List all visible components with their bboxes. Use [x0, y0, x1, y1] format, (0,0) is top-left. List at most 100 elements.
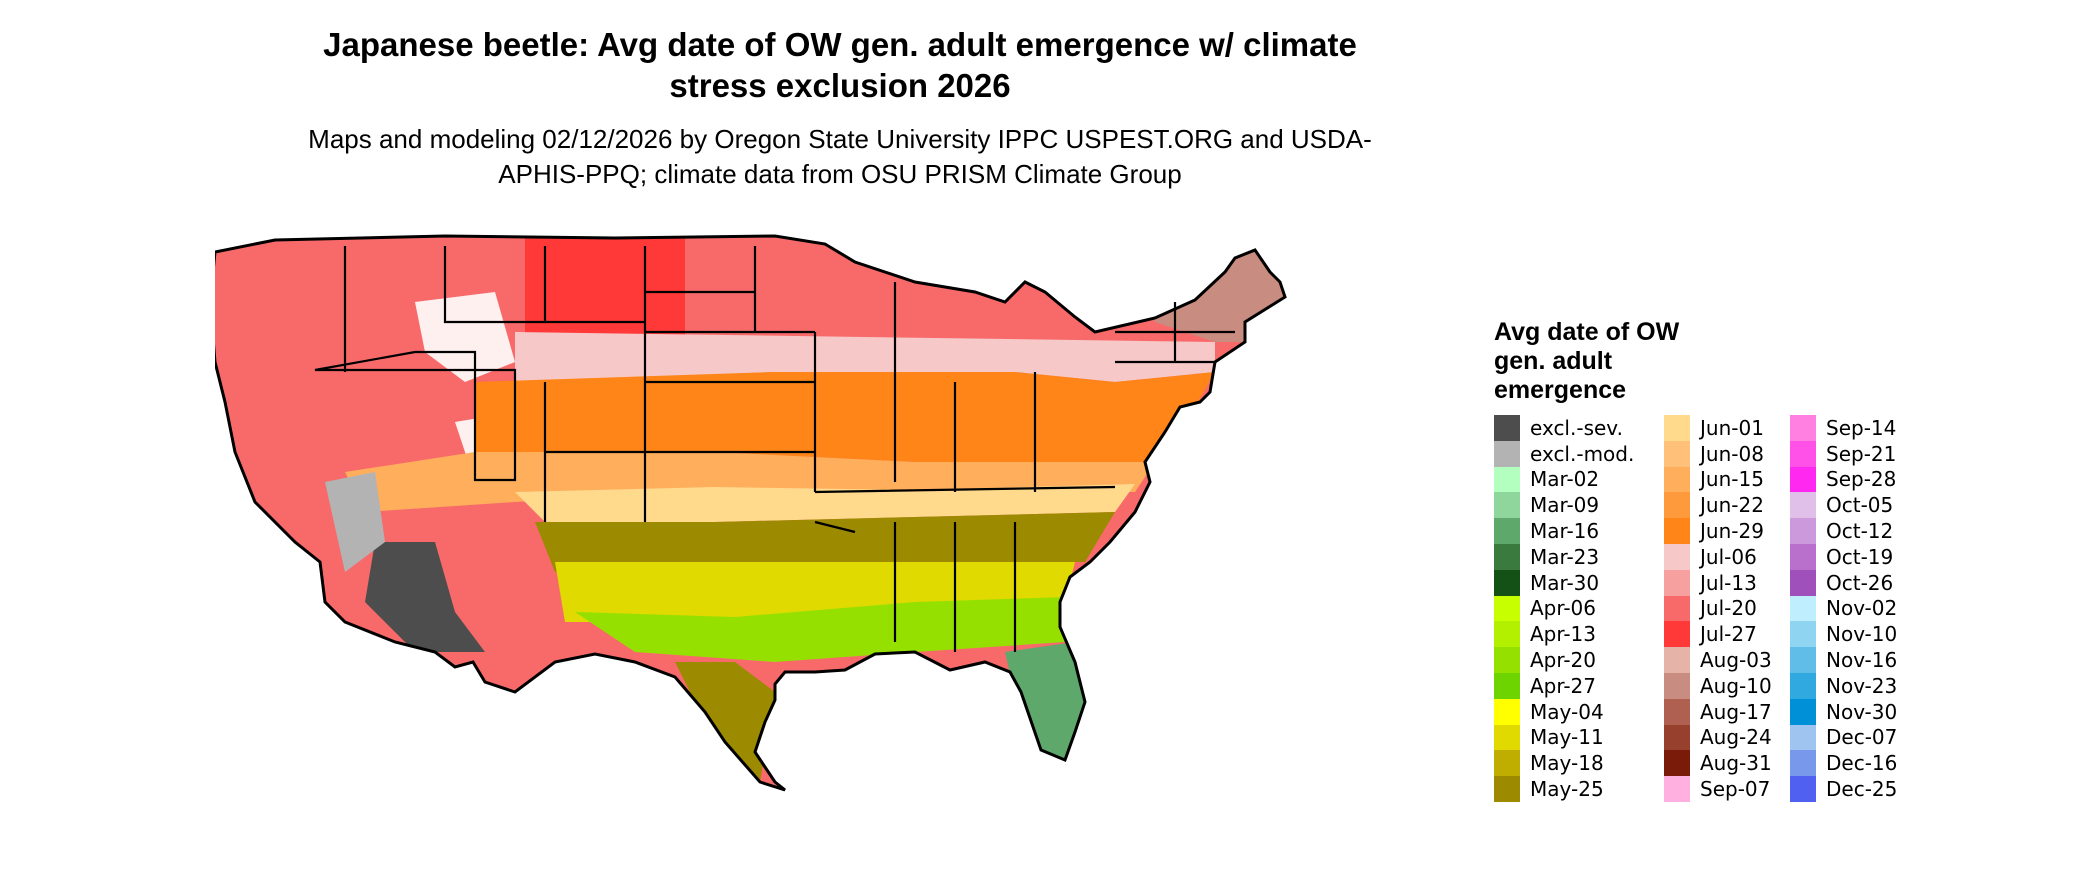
legend-item: Jun-15	[1664, 466, 1770, 493]
legend-item: Mar-16	[1494, 518, 1644, 544]
legend-swatch	[1664, 466, 1690, 493]
legend-swatch	[1664, 672, 1690, 699]
legend-swatch	[1494, 698, 1520, 725]
legend-swatch	[1790, 466, 1816, 493]
legend-item: Jul-20	[1664, 595, 1770, 622]
legend-label: Oct-26	[1826, 570, 1894, 595]
legend-swatch	[1494, 776, 1520, 802]
map-subtitle: Maps and modeling 02/12/2026 by Oregon S…	[308, 124, 1372, 189]
legend-label: Aug-17	[1700, 699, 1772, 724]
legend-swatch	[1664, 440, 1690, 467]
legend-label: Jul-20	[1700, 596, 1757, 621]
legend-item: Mar-09	[1494, 492, 1644, 519]
legend-swatch	[1664, 543, 1690, 570]
legend-item: Nov-30	[1790, 698, 1898, 725]
legend-label: Apr-06	[1530, 596, 1596, 621]
legend-swatch	[1790, 672, 1816, 699]
midwest-borders	[753, 246, 1037, 492]
legend-swatch	[1790, 543, 1816, 570]
legend-swatch	[1494, 518, 1520, 544]
legend-swatch	[1664, 595, 1690, 622]
legend-swatch	[1494, 621, 1520, 648]
legend-label: Jun-29	[1700, 519, 1764, 544]
legend-label: Nov-16	[1826, 648, 1898, 673]
legend-swatch	[1664, 724, 1690, 751]
legend-item: Dec-07	[1790, 724, 1897, 751]
band-south	[535, 512, 1115, 572]
legend-item: Jul-13	[1664, 569, 1770, 596]
band-gulf	[555, 562, 1075, 622]
legend-label: Jun-15	[1700, 467, 1764, 492]
legend-label: Aug-03	[1700, 648, 1772, 673]
legend-label: Mar-09	[1530, 493, 1600, 518]
band-mid-north	[515, 332, 1215, 382]
legend-swatch	[1664, 621, 1690, 648]
state-borders	[314, 246, 1235, 652]
legend-label: Apr-13	[1530, 622, 1596, 647]
legend-swatch	[1664, 518, 1690, 544]
legend-label: Aug-24	[1700, 725, 1772, 750]
legend: Avg date of OW gen. adult emergence excl…	[1494, 318, 1917, 802]
northeast-borders	[1115, 302, 1235, 364]
legend-column: Sep-14 Sep-21 Sep-28 Oct-05 Oct-12 Oct-19 Oct-…	[1790, 415, 1897, 802]
legend-swatch	[1790, 647, 1816, 673]
legend-item: Dec-16	[1790, 750, 1898, 777]
legend-label: Nov-23	[1826, 673, 1898, 698]
legend-label: Aug-10	[1700, 673, 1772, 698]
legend-label: Apr-20	[1530, 648, 1596, 673]
legend-label: Sep-07	[1700, 777, 1771, 802]
legend-label: Jul-27	[1700, 622, 1757, 647]
legend-item: Jul-06	[1664, 543, 1770, 570]
legend-item: May-04	[1494, 698, 1644, 725]
legend-label: Nov-30	[1826, 699, 1898, 724]
legend-label: May-11	[1530, 725, 1604, 750]
legend-label: Sep-14	[1826, 415, 1897, 440]
legend-label: Apr-27	[1530, 673, 1596, 698]
legend-label: Jun-08	[1700, 441, 1764, 466]
legend-item: Oct-12	[1790, 518, 1897, 544]
legend-item: Sep-14	[1790, 415, 1897, 441]
southern-borders	[814, 520, 1017, 652]
legend-label: excl.-mod.	[1530, 441, 1635, 466]
legend-swatch	[1494, 466, 1520, 493]
legend-swatch	[1494, 750, 1520, 777]
legend-item: Mar-23	[1494, 543, 1644, 570]
legend-swatch	[1790, 492, 1816, 519]
legend-label: Mar-02	[1530, 467, 1600, 492]
legend-swatch	[1664, 750, 1690, 777]
legend-swatch	[1790, 518, 1816, 544]
us-map-svg	[208, 234, 1287, 792]
legend-label: Jun-22	[1700, 493, 1764, 518]
legend-swatch	[1790, 415, 1816, 441]
band-desert	[365, 542, 485, 652]
band-mountains	[415, 292, 515, 382]
western-borders	[314, 350, 517, 482]
legend-item: Mar-02	[1494, 466, 1644, 493]
legend-item: Apr-13	[1494, 621, 1644, 648]
legend-item: Jun-29	[1664, 518, 1770, 544]
legend-item: Nov-23	[1790, 672, 1898, 699]
legend-swatch	[1790, 440, 1816, 467]
legend-swatch	[1790, 698, 1816, 725]
legend-label: Aug-31	[1700, 751, 1772, 776]
legend-item: May-18	[1494, 750, 1644, 777]
legend-item: Aug-17	[1664, 698, 1772, 725]
legend-label: Nov-10	[1826, 622, 1898, 647]
legend-label: Sep-21	[1826, 441, 1897, 466]
legend-swatch	[1494, 440, 1520, 467]
legend-item: Jul-27	[1664, 621, 1770, 648]
legend-label: Nov-02	[1826, 596, 1898, 621]
legend-item: Sep-21	[1790, 440, 1897, 467]
legend-swatch	[1494, 543, 1520, 570]
legend-item: Aug-31	[1664, 750, 1772, 777]
band-gulf-coast	[575, 597, 1065, 662]
legend-item: May-11	[1494, 724, 1644, 751]
legend-item: Sep-07	[1664, 776, 1770, 802]
band-texas-coast	[675, 662, 775, 782]
legend-swatch	[1790, 776, 1816, 802]
legend-item: Apr-20	[1494, 647, 1644, 673]
legend-swatch	[1494, 724, 1520, 751]
legend-label: Dec-16	[1826, 751, 1898, 776]
legend-swatch	[1664, 698, 1690, 725]
legend-swatch	[1790, 724, 1816, 751]
